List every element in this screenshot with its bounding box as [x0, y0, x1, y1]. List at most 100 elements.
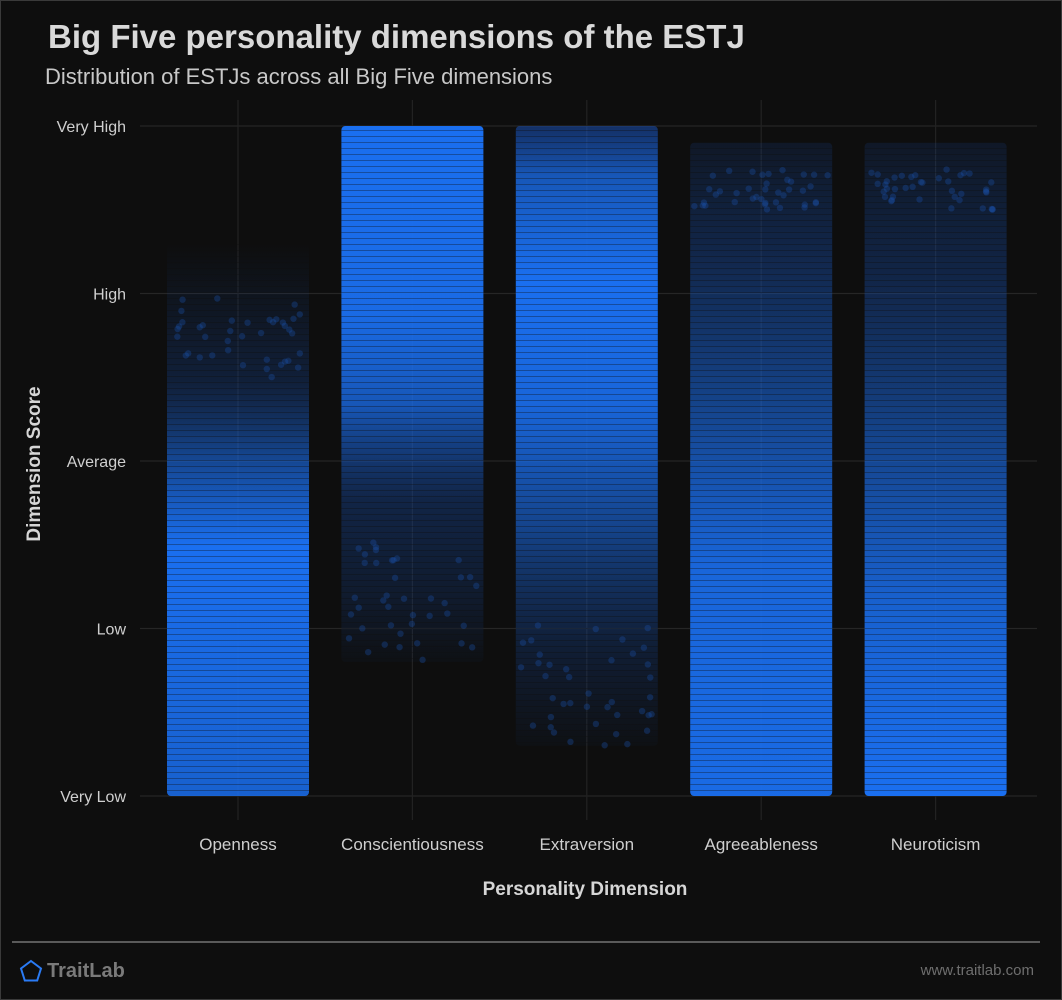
data-point — [174, 333, 181, 340]
data-point — [372, 546, 380, 554]
data-point — [645, 711, 652, 719]
data-point — [397, 630, 404, 637]
data-point — [285, 357, 292, 364]
data-point — [612, 730, 620, 738]
data-point — [614, 711, 621, 719]
data-point — [182, 352, 190, 359]
data-point — [629, 650, 637, 657]
data-point — [583, 703, 591, 710]
data-point — [409, 611, 417, 619]
strip-conscientiousness — [341, 126, 484, 664]
strip-texture — [515, 126, 658, 746]
data-point — [534, 622, 542, 629]
data-point — [640, 644, 648, 651]
data-point — [935, 175, 943, 182]
y-tick-label: High — [93, 287, 126, 304]
data-point — [427, 595, 435, 602]
data-point — [608, 698, 615, 706]
data-point — [390, 556, 397, 564]
data-point — [370, 539, 377, 546]
data-point — [909, 183, 916, 191]
data-point — [535, 659, 542, 667]
strip-extraversion — [515, 126, 658, 749]
data-point — [361, 559, 368, 567]
data-point — [772, 199, 780, 206]
data-point — [983, 189, 990, 196]
data-point — [273, 316, 280, 323]
data-point — [174, 325, 181, 333]
data-point — [891, 185, 899, 193]
data-point — [983, 186, 990, 193]
data-point — [419, 656, 426, 664]
data-point — [227, 327, 234, 335]
data-point — [951, 193, 958, 201]
x-tick-label: Conscientiousness — [341, 835, 484, 854]
data-point — [400, 595, 408, 602]
data-point — [948, 205, 955, 212]
y-tick-label: Very High — [57, 119, 126, 136]
data-point — [745, 185, 752, 192]
data-point — [592, 625, 599, 633]
data-point — [902, 184, 909, 192]
data-point — [762, 199, 769, 207]
data-point — [345, 635, 353, 642]
data-point — [780, 192, 787, 199]
data-point — [601, 742, 608, 749]
data-point — [888, 196, 896, 204]
data-point — [266, 316, 273, 324]
data-point — [238, 333, 246, 340]
data-point — [373, 559, 380, 567]
data-point — [517, 664, 525, 671]
data-point — [800, 171, 807, 178]
data-point — [785, 186, 793, 193]
x-axis-title: Personality Dimension — [483, 879, 688, 900]
data-point — [749, 168, 756, 175]
brand-logo[interactable]: TraitLab — [19, 957, 125, 985]
data-point — [542, 672, 549, 680]
data-point — [960, 169, 968, 177]
data-point — [702, 202, 709, 209]
data-point — [712, 191, 720, 198]
distribution-strips — [167, 126, 1007, 796]
data-point — [244, 319, 251, 326]
data-point — [549, 694, 556, 702]
data-point — [396, 643, 403, 651]
data-point — [725, 167, 733, 175]
data-point — [202, 333, 209, 341]
data-point — [473, 582, 480, 590]
data-point — [881, 193, 889, 201]
data-point — [457, 574, 465, 581]
data-point — [455, 556, 462, 564]
data-point — [765, 170, 772, 178]
data-point — [957, 171, 964, 179]
data-point — [364, 648, 372, 656]
data-point — [279, 319, 287, 326]
data-point — [889, 193, 897, 200]
data-point — [619, 636, 626, 643]
data-point — [460, 622, 467, 629]
data-point — [807, 183, 814, 190]
y-tick-label: Low — [97, 622, 127, 639]
data-point — [547, 724, 554, 731]
data-point — [224, 346, 232, 354]
data-point — [408, 620, 416, 628]
data-point — [546, 661, 553, 668]
data-point — [290, 315, 297, 322]
data-point — [294, 364, 302, 371]
site-url[interactable]: www.traitlab.com — [920, 962, 1034, 979]
data-point — [347, 611, 355, 618]
data-point — [592, 720, 600, 728]
data-point — [441, 599, 448, 607]
data-point — [874, 171, 881, 178]
data-point — [355, 604, 362, 611]
x-tick-label: Neuroticism — [891, 835, 981, 854]
data-point — [647, 674, 654, 681]
x-tick-label: Extraversion — [540, 835, 634, 854]
data-point — [882, 181, 889, 188]
data-point — [699, 202, 707, 209]
data-point — [787, 178, 795, 185]
data-point — [956, 196, 963, 204]
data-point — [528, 637, 535, 644]
data-point — [383, 592, 390, 599]
data-point — [178, 307, 185, 315]
